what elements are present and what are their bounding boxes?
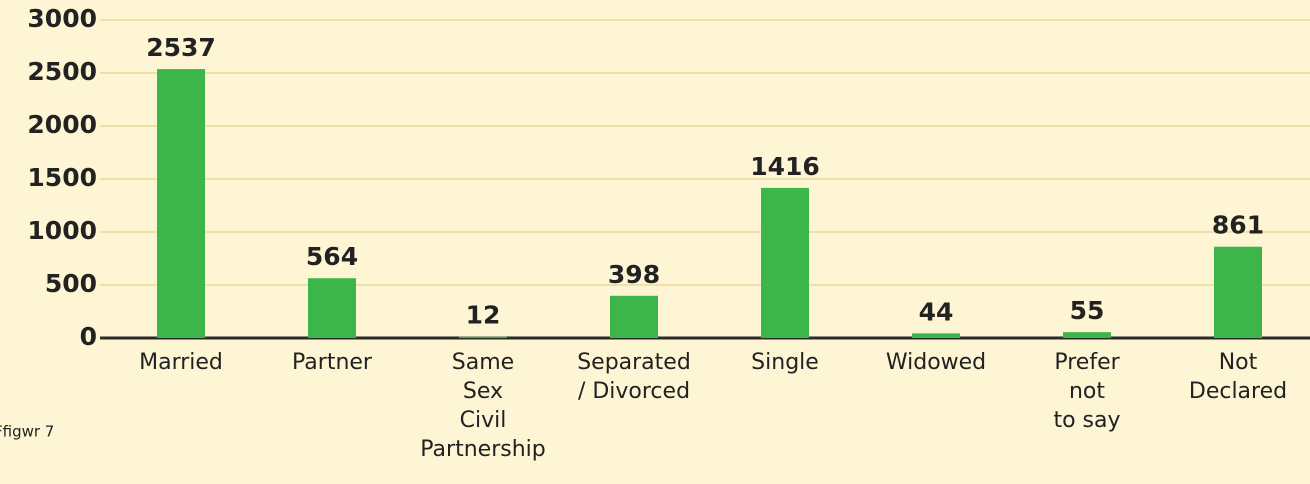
y-tick-label: 500 [45,269,97,298]
x-tick-label: Prefer [1054,350,1120,375]
x-tick-label: to say [1053,408,1120,433]
x-tick-label: Same [452,350,514,375]
x-tick-label: not [1069,379,1105,404]
y-tick-label: 3000 [27,4,97,33]
x-tick-label: Declared [1189,379,1287,404]
value-label: 1416 [750,152,820,181]
x-tick-label: / Divorced [578,379,690,404]
y-tick-label: 2500 [27,57,97,86]
x-tick-label: Widowed [886,350,986,375]
bar [1063,332,1111,338]
y-tick-label: 0 [80,322,97,351]
value-label: 12 [466,301,501,330]
caption: Ffigwr 7 [0,423,54,441]
bar [610,295,658,338]
x-tick-label: Single [751,350,819,375]
y-tick-label: 1500 [27,163,97,192]
x-tick-label: Civil [460,408,507,433]
bar [459,336,507,338]
y-tick-label: 1000 [27,216,97,245]
bar [761,187,809,338]
x-tick-label: Sex [463,379,503,404]
bar [308,278,356,338]
x-tick-label: Partnership [420,437,545,462]
value-label: 861 [1212,211,1264,240]
bar [157,69,205,338]
bar [1214,246,1262,338]
x-tick-label: Partner [292,350,373,375]
y-tick-label: 2000 [27,110,97,139]
value-label: 44 [919,297,954,326]
x-tick-label: Married [139,350,223,375]
bar [912,333,960,338]
x-tick-label: Not [1219,350,1258,375]
x-tick-label: Separated [577,350,691,375]
value-label: 55 [1070,296,1105,325]
value-label: 564 [306,242,358,271]
value-label: 2537 [146,33,216,62]
value-label: 398 [608,260,660,289]
